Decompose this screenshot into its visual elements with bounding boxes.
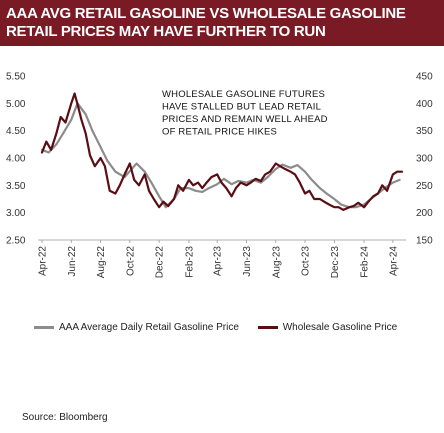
annotation-line: HAVE STALLED BUT LEAD RETAIL bbox=[162, 102, 321, 113]
line-chart: 2.50 3.00 3.50 4.00 4.50 5.00 5.50 150 200 250 300… bbox=[6, 72, 433, 279]
x-tick-label: Aug-23 bbox=[271, 246, 282, 279]
y-right-tick-label: 250 bbox=[416, 181, 433, 192]
legend: AAA Average Daily Retail Gasoline Price … bbox=[34, 322, 413, 333]
x-tick-label: Feb-24 bbox=[360, 246, 371, 278]
x-tick-label: Oct-22 bbox=[125, 246, 136, 276]
y-left-tick-label: 3.50 bbox=[6, 181, 26, 192]
y-left-tick-label: 4.00 bbox=[6, 154, 26, 165]
annotation-line: WHOLESALE GASOLINE FUTURES bbox=[162, 89, 325, 100]
chart-title: AAA AVG RETAIL GASOLINE VS WHOLESALE GAS… bbox=[6, 5, 406, 22]
y-right-tick-label: 400 bbox=[416, 99, 433, 110]
legend-item-wholesale: Wholesale Gasoline Price bbox=[257, 322, 398, 333]
series-line-wholesale bbox=[40, 92, 404, 211]
annotation-line: OF RETAIL PRICE HIKES bbox=[162, 127, 277, 138]
y-right-tick-label: 300 bbox=[416, 154, 433, 165]
y-left-tick-label: 5.50 bbox=[6, 72, 26, 83]
x-tick-label: Jun-22 bbox=[67, 246, 78, 277]
x-tick-label: Apr-22 bbox=[38, 246, 49, 276]
title-banner: AAA AVG RETAIL GASOLINE VS WHOLESALE GAS… bbox=[0, 0, 444, 46]
source-note: Source: Bloomberg bbox=[22, 412, 108, 423]
legend-label-wholesale: Wholesale Gasoline Price bbox=[282, 322, 398, 333]
y-left-tick-label: 3.00 bbox=[6, 208, 26, 219]
x-tick-label: Feb-23 bbox=[184, 246, 195, 278]
y-left-tick-label: 5.00 bbox=[6, 99, 26, 110]
annotation-line: PRICES AND REMAIN WELL AHEAD bbox=[162, 114, 328, 125]
y-right-tick-label: 150 bbox=[416, 236, 433, 247]
x-tick-label: Apr-24 bbox=[388, 246, 399, 276]
y-right-tick-label: 350 bbox=[416, 126, 433, 137]
x-tick-label: Oct-23 bbox=[301, 246, 312, 276]
x-tick-label: Jun-23 bbox=[242, 246, 253, 277]
y-right-tick-label: 200 bbox=[416, 208, 433, 219]
x-tick-label: Aug-22 bbox=[96, 246, 107, 279]
y-right-tick-label: 450 bbox=[416, 72, 433, 83]
legend-item-retail: AAA Average Daily Retail Gasoline Price bbox=[34, 322, 239, 333]
y-left-tick-label: 2.50 bbox=[6, 236, 26, 247]
legend-swatch-retail bbox=[34, 325, 54, 329]
chart-subtitle: RETAIL PRICES MAY HAVE FURTHER TO RUN bbox=[6, 23, 326, 40]
x-tick-label: Dec-22 bbox=[155, 246, 166, 279]
legend-swatch-wholesale bbox=[257, 325, 278, 329]
legend-label-retail: AAA Average Daily Retail Gasoline Price bbox=[59, 322, 239, 333]
x-tick-label: Dec-23 bbox=[330, 246, 341, 279]
y-left-tick-label: 4.50 bbox=[6, 126, 26, 137]
x-tick-label: Apr-23 bbox=[213, 246, 224, 276]
